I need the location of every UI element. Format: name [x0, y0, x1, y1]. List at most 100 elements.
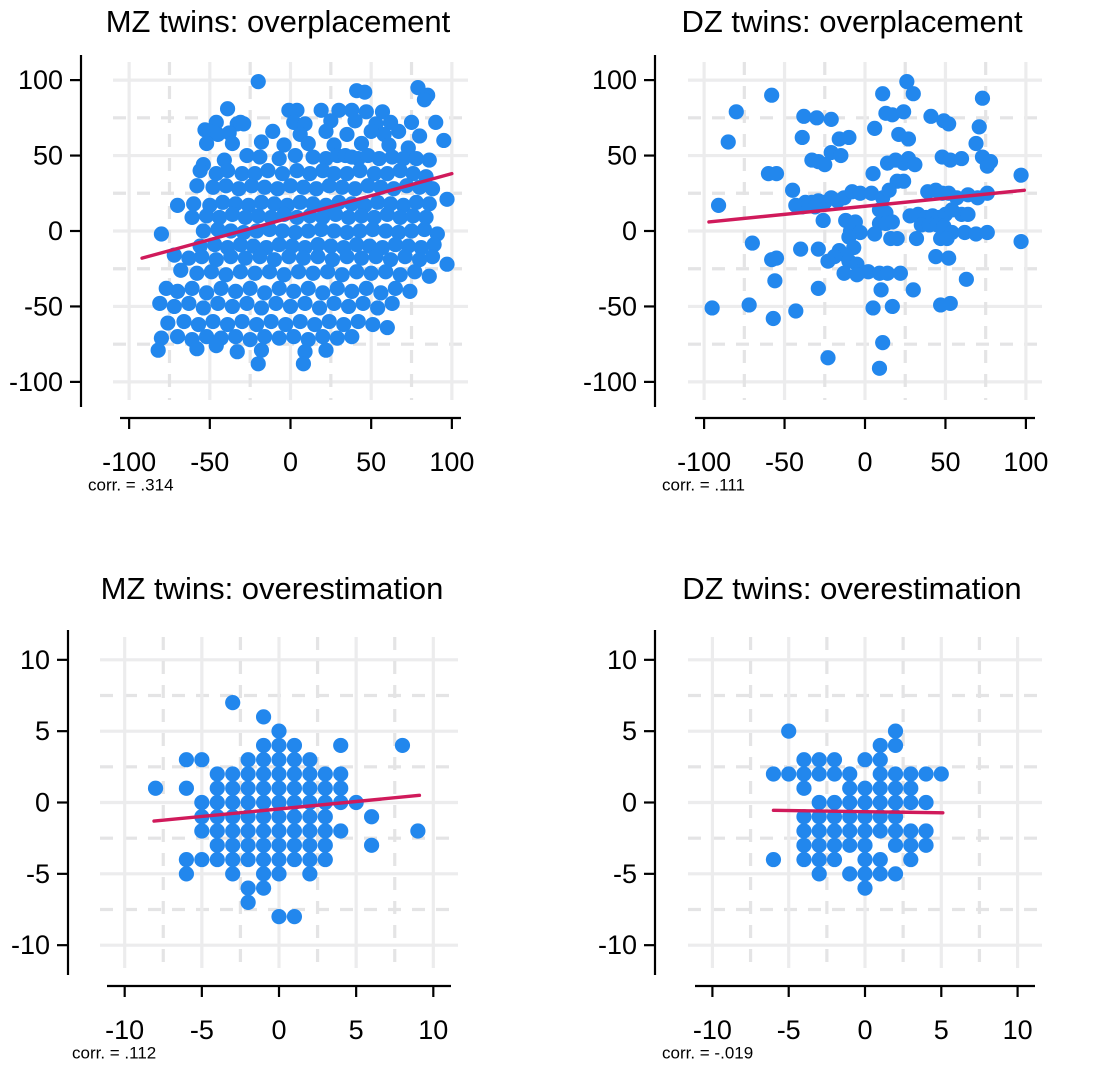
data-point	[300, 223, 316, 239]
data-point	[373, 285, 389, 301]
data-point	[225, 851, 241, 868]
data-point	[218, 178, 234, 194]
correlation-note: corr. = .111	[662, 475, 745, 494]
data-point	[826, 851, 843, 868]
data-point	[960, 206, 976, 222]
data-point	[286, 809, 303, 825]
data-point	[160, 315, 176, 331]
data-point	[317, 837, 333, 853]
data-point	[826, 794, 843, 811]
data-point	[242, 332, 258, 348]
data-point	[209, 766, 225, 782]
y-tick-label: 100	[592, 65, 637, 95]
data-point	[379, 206, 395, 222]
data-point	[318, 123, 334, 140]
y-tick-label: 0	[48, 216, 63, 246]
data-point	[392, 267, 408, 283]
data-point	[333, 766, 349, 782]
data-point	[810, 241, 826, 257]
data-point	[918, 766, 934, 782]
data-point	[903, 837, 919, 853]
data-point	[905, 282, 921, 298]
x-tick-label: -50	[190, 447, 229, 477]
data-point	[178, 780, 195, 796]
data-point	[887, 766, 904, 782]
data-point	[796, 108, 812, 124]
scatter-points	[150, 74, 455, 372]
data-point	[416, 221, 433, 238]
data-point	[253, 194, 270, 210]
panel-dz-overestimation: DZ twins: overestimation -10 -5 0 5 10 -10 -5 0 5…	[598, 571, 1042, 1062]
data-point	[274, 223, 291, 239]
data-point	[366, 209, 383, 226]
data-point	[908, 230, 925, 247]
x-tick-label: 10	[418, 1015, 448, 1045]
data-point	[247, 166, 263, 182]
data-point	[424, 249, 441, 265]
data-point	[281, 249, 297, 265]
data-point	[811, 794, 827, 811]
data-point	[899, 74, 915, 90]
data-point	[169, 197, 186, 213]
data-point	[271, 866, 287, 882]
data-point	[271, 330, 287, 346]
x-axis: -10 -5 0 5 10	[693, 984, 1035, 1045]
data-point	[290, 264, 307, 280]
data-point	[302, 851, 318, 868]
data-point	[240, 780, 256, 796]
data-point	[923, 108, 939, 124]
data-point	[311, 300, 328, 316]
data-point	[263, 313, 279, 330]
data-point	[857, 780, 873, 796]
data-point	[339, 249, 355, 265]
x-tick-label: -100	[102, 447, 156, 477]
data-point	[811, 823, 827, 839]
data-point	[357, 84, 373, 100]
data-point	[169, 329, 186, 345]
data-point	[289, 163, 305, 179]
data-point	[239, 295, 255, 312]
data-point	[347, 113, 363, 129]
y-tick-label: -10	[598, 930, 637, 960]
data-point	[240, 851, 256, 868]
data-point	[300, 280, 316, 296]
data-point	[189, 265, 205, 281]
data-point	[867, 120, 883, 136]
data-point	[271, 909, 287, 925]
data-point	[208, 338, 224, 354]
data-point	[211, 209, 228, 226]
data-point	[887, 780, 904, 796]
data-point	[872, 766, 888, 782]
data-point	[439, 256, 455, 272]
data-point	[302, 866, 318, 882]
data-point	[317, 780, 333, 796]
y-tick-label: 5	[622, 716, 637, 746]
data-point	[209, 823, 225, 839]
data-point	[421, 152, 437, 168]
data-point	[865, 300, 881, 316]
data-point	[391, 123, 407, 140]
data-point	[198, 285, 215, 301]
data-point	[302, 780, 318, 796]
data-point	[884, 298, 900, 315]
data-point	[181, 250, 197, 266]
data-point	[228, 329, 244, 345]
data-point	[286, 329, 302, 345]
data-point	[302, 837, 318, 853]
data-point	[363, 265, 379, 281]
y-tick-label: 50	[607, 141, 637, 171]
x-tick-label: 100	[1003, 447, 1048, 477]
data-point	[286, 823, 303, 839]
data-point	[250, 74, 266, 90]
data-point	[741, 297, 757, 313]
data-point	[213, 280, 229, 296]
data-point	[889, 230, 905, 247]
data-point	[249, 316, 265, 333]
panel-mz-overestimation: MZ twins: overestimation -10 -5 0 5 10 -10 -5 0 5…	[11, 571, 458, 1062]
data-point	[872, 780, 888, 796]
data-point	[339, 224, 355, 241]
data-point	[842, 837, 858, 853]
data-point	[334, 179, 350, 195]
data-point	[237, 250, 253, 266]
regression-line	[152, 793, 422, 823]
